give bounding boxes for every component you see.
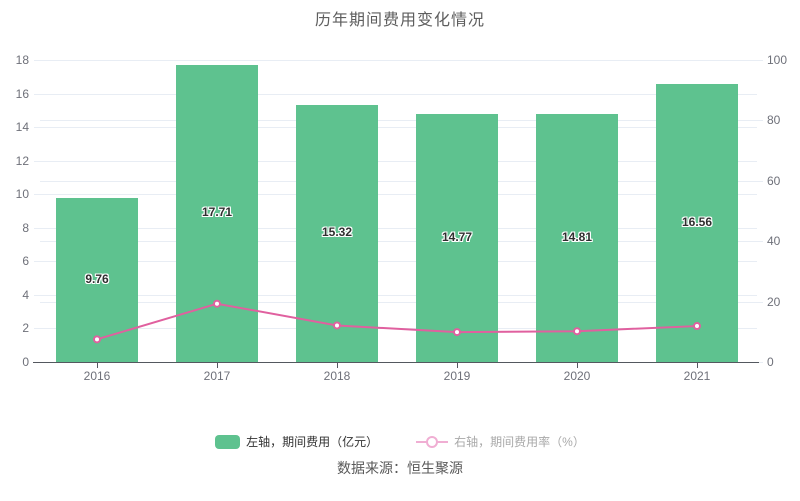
y-axis-label-left: 0: [22, 355, 29, 369]
bar-value-label-2018: 15.32: [321, 225, 353, 240]
bar-value-label-2016: 9.76: [85, 272, 109, 287]
grid-line-left-8: [40, 227, 757, 229]
y-axis-label-right: 0: [767, 355, 774, 369]
legend-label-expense-ratio-line: 右轴，期间费用率（%）: [454, 435, 585, 449]
y-axis-tick-right: [757, 180, 763, 182]
expense-ratio-line[interactable]: [96, 302, 698, 341]
legend-item-expense-bar[interactable]: 左轴，期间费用（亿元）: [215, 433, 378, 450]
grid-line-right-80: [40, 120, 757, 122]
bar-series-swatch-icon: [215, 434, 241, 449]
y-axis-tick-left: [34, 328, 40, 330]
y-axis-tick-left: [34, 160, 40, 162]
line-series-swatch-icon: [416, 435, 449, 449]
y-axis-label-left: 2: [22, 321, 29, 336]
bar-value-label-2020: 14.81: [561, 229, 593, 244]
x-axis-tick: [97, 363, 98, 368]
bar-2020[interactable]: [536, 113, 618, 362]
x-axis-tick: [697, 363, 698, 368]
x-axis-label-2019: 2019: [443, 369, 471, 383]
bar-2016[interactable]: [56, 198, 138, 362]
y-axis-tick-right: [757, 60, 763, 61]
y-axis-tick-left: [34, 261, 40, 263]
y-axis-tick-left: [34, 294, 40, 296]
line-point-2021[interactable]: [693, 322, 701, 331]
chart-title: 历年期间费用变化情况: [314, 12, 485, 29]
grid-line-right-60: [40, 180, 757, 182]
y-axis-tick-left: [34, 60, 40, 61]
bar-value-label-2021: 16.56: [681, 215, 713, 230]
line-swatch-ring-icon: [426, 435, 439, 448]
y-axis-label-right: 60: [767, 173, 781, 188]
grid-line-left-12: [40, 160, 757, 162]
y-axis-label-left: 18: [15, 53, 29, 67]
x-axis-label-2021: 2021: [683, 369, 711, 383]
line-point-2018[interactable]: [333, 321, 341, 330]
data-source-note: 数据来源：恒生聚源: [337, 460, 463, 476]
grid-line-left-4: [40, 294, 757, 296]
line-point-2016[interactable]: [93, 335, 101, 344]
grid-line-left-6: [40, 261, 757, 263]
y-axis-tick-right: [757, 120, 763, 122]
x-axis-label-2017: 2017: [203, 369, 231, 383]
y-axis-label-right: 20: [767, 294, 781, 309]
y-axis-tick-left: [34, 127, 40, 129]
y-axis-tick-right: [757, 301, 763, 303]
x-axis-label-2016: 2016: [83, 369, 111, 383]
x-axis-label-2018: 2018: [323, 369, 351, 383]
x-axis-tick: [337, 363, 338, 368]
legend: 左轴，期间费用（亿元） 右轴，期间费用率（%）: [0, 433, 800, 450]
y-axis-tick-right: [757, 241, 763, 243]
y-axis-tick-left: [34, 194, 40, 196]
x-axis-tick: [577, 363, 578, 368]
x-axis-label-2020: 2020: [563, 369, 591, 383]
y-axis-label-right: 100: [767, 53, 788, 67]
bar-2019[interactable]: [416, 114, 498, 362]
x-axis-tick: [457, 363, 458, 368]
y-axis-label-left: 16: [15, 86, 29, 101]
y-axis-label-left: 6: [22, 254, 29, 269]
bar-value-label-2019: 14.77: [441, 230, 473, 245]
grid-line-left-10: [40, 194, 757, 196]
y-axis-label-left: 14: [15, 120, 29, 135]
x-axis-tick: [217, 363, 218, 368]
legend-item-expense-ratio-line[interactable]: 右轴，期间费用率（%）: [416, 433, 585, 450]
y-axis-tick-left: [34, 227, 40, 229]
legend-label-expense-bar: 左轴，期间费用（亿元）: [246, 435, 379, 449]
y-axis-label-left: 12: [15, 153, 29, 168]
bar-2018[interactable]: [296, 104, 378, 362]
grid-line-right-100: [40, 60, 757, 61]
line-point-2019[interactable]: [453, 328, 461, 337]
grid-line-left-16: [40, 93, 757, 95]
bar-value-label-2017: 17.71: [201, 205, 233, 220]
y-axis-label-right: 40: [767, 234, 781, 249]
y-axis-label-left: 8: [22, 220, 29, 235]
grid-line-left-14: [40, 127, 757, 129]
y-axis-label-left: 4: [22, 287, 29, 302]
y-axis-label-left: 10: [15, 187, 29, 202]
grid-line-right-40: [40, 241, 757, 243]
bar-2021[interactable]: [656, 84, 738, 362]
y-axis-label-right: 80: [767, 113, 781, 128]
line-point-2020[interactable]: [573, 327, 581, 336]
y-axis-tick-right: [757, 362, 763, 363]
grid-line-right-20: [40, 301, 757, 303]
x-axis-line: [33, 362, 759, 363]
line-point-2017[interactable]: [213, 299, 221, 308]
y-axis-tick-left: [34, 93, 40, 95]
